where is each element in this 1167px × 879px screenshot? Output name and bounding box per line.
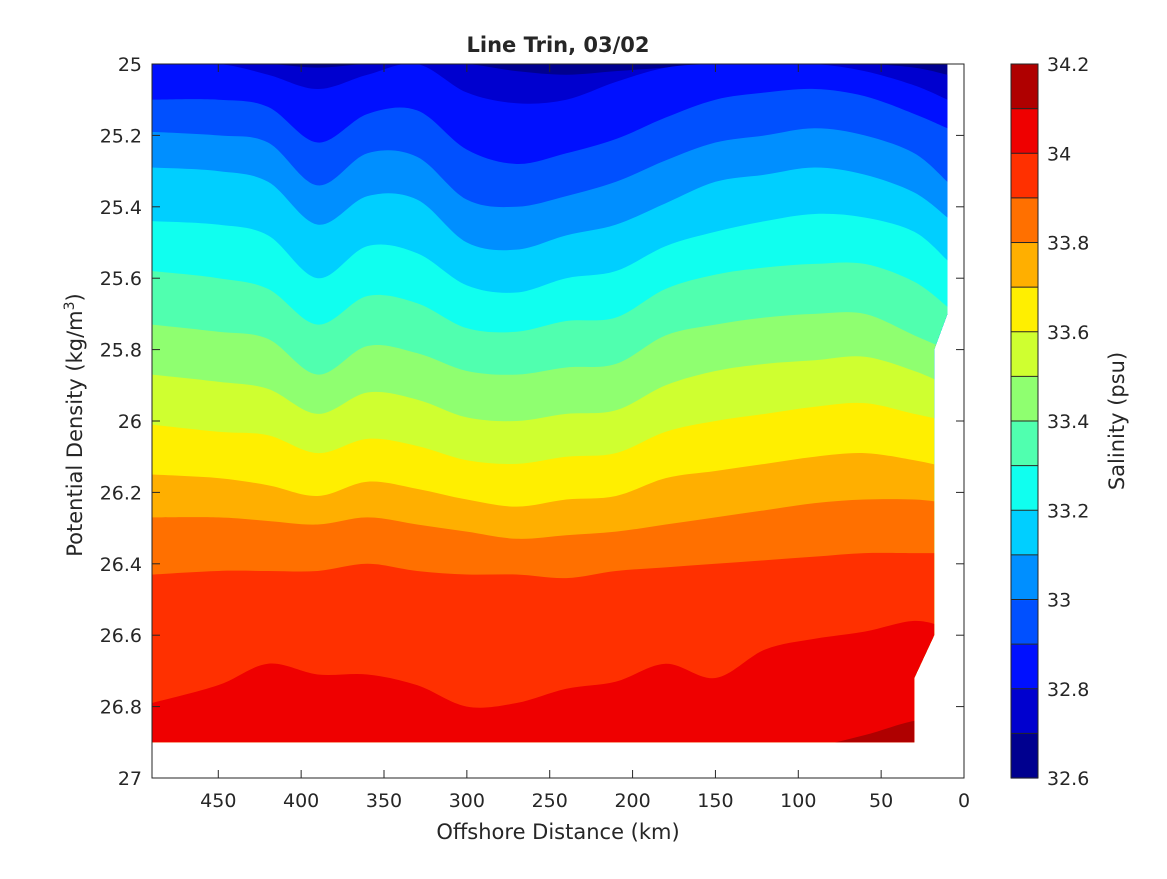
colorbar-tick-label: 32.6 [1047,768,1089,790]
colorbar-segment [1011,242,1038,288]
x-tick-label: 150 [697,790,733,812]
y-axis-label: Potential Density (kg/m3) [62,293,87,557]
colorbar [1011,64,1038,779]
colorbar-tick-label: 34.2 [1047,54,1089,76]
colorbar-segment [1011,510,1038,556]
y-axis-label-superscript: 3 [62,301,78,310]
y-tick-label: 26.8 [100,697,142,719]
y-tick-label: 26.2 [100,482,142,504]
colorbar-tick-label: 33.4 [1047,411,1089,433]
colorbar-segment [1011,108,1038,154]
x-axis-label: Offshore Distance (km) [436,820,679,844]
y-axis-label-text: Potential Density (kg/m [63,310,87,556]
colorbar-tick-label: 33.6 [1047,322,1089,344]
x-tick-label: 400 [283,790,319,812]
colorbar-segment [1011,465,1038,511]
colorbar-tick-label: 34 [1047,143,1071,165]
colorbar-segment [1011,153,1038,199]
colorbar-tick-label: 33.8 [1047,233,1089,255]
x-tick-label: 50 [869,790,893,812]
colorbar-segment [1011,376,1038,422]
colorbar-segment [1011,421,1038,467]
x-tick-label: 300 [449,790,485,812]
colorbar-segment [1011,331,1038,377]
y-tick-label: 26 [118,411,142,433]
salinity-bands [152,64,948,743]
x-tick-label: 200 [614,790,650,812]
y-tick-label: 27 [118,768,142,790]
y-tick-label: 26.6 [100,625,142,647]
x-tick-label: 450 [200,790,236,812]
y-tick-label: 25.2 [100,125,142,147]
colorbar-segment [1011,644,1038,690]
colorbar-segment [1011,733,1038,779]
y-tick-label: 26.4 [100,554,142,576]
x-tick-label: 100 [780,790,816,812]
x-tick-label: 350 [366,790,402,812]
colorbar-segment [1011,599,1038,645]
y-tick-label: 25.4 [100,197,142,219]
colorbar-label: Salinity (psu) [1105,352,1129,490]
y-tick-label: 25.6 [100,268,142,290]
colorbar-segment [1011,688,1038,734]
colorbar-tick-label: 33.2 [1047,500,1089,522]
x-axis-ticks: 450 400 350 300 250 200 150 100 50 0 [200,64,970,812]
y-axis-label-close: ) [63,293,87,301]
colorbar-ticks: 32.6 32.8 33 33.2 33.4 33.6 33.8 34 34.2 [1011,54,1089,790]
x-tick-label: 0 [958,790,970,812]
colorbar-segment [1011,64,1038,110]
colorbar-tick-label: 32.8 [1047,679,1089,701]
y-axis-ticks: 25 25.2 25.4 25.6 25.8 26 26.2 26.4 26.6 26.8 27 [100,54,964,790]
salinity-band [152,620,948,743]
chart-title: Line Trin, 03/02 [466,33,649,57]
y-tick-label: 25 [118,54,142,76]
colorbar-segment [1011,287,1038,333]
colorbar-segment [1011,197,1038,244]
colorbar-segment [1011,554,1038,601]
colorbar-tick-label: 33 [1047,590,1071,612]
y-tick-label: 25.8 [100,340,142,362]
x-tick-label: 250 [532,790,568,812]
